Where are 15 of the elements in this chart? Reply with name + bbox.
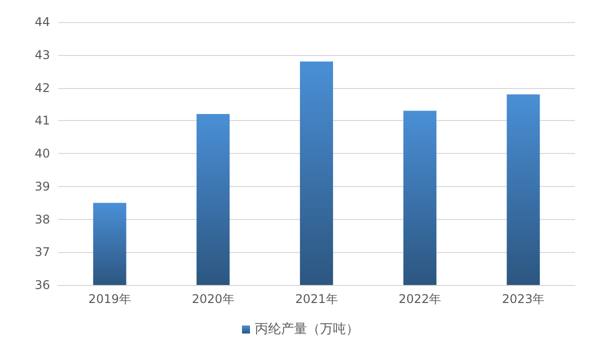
legend-label: 丙纶产量（万吨） [255,322,359,337]
y-tick-label: 43 [34,48,50,62]
y-tick-label: 37 [34,245,50,260]
x-tick-label: 2022年 [398,292,442,306]
y-tick-label: 44 [34,15,50,29]
x-tick-label: 2021年 [295,292,338,306]
y-tick-label: 36 [34,278,50,292]
y-tick-label: 38 [34,212,50,226]
y-tick-label: 40 [34,146,50,160]
x-tick-label: 2023年 [502,292,545,306]
y-tick-label: 39 [34,179,50,194]
x-tick-label: 2020年 [192,292,234,306]
y-tick-label: 42 [34,80,50,95]
x-tick-label: 2019年 [88,292,131,306]
y-tick-label: 41 [34,114,50,128]
